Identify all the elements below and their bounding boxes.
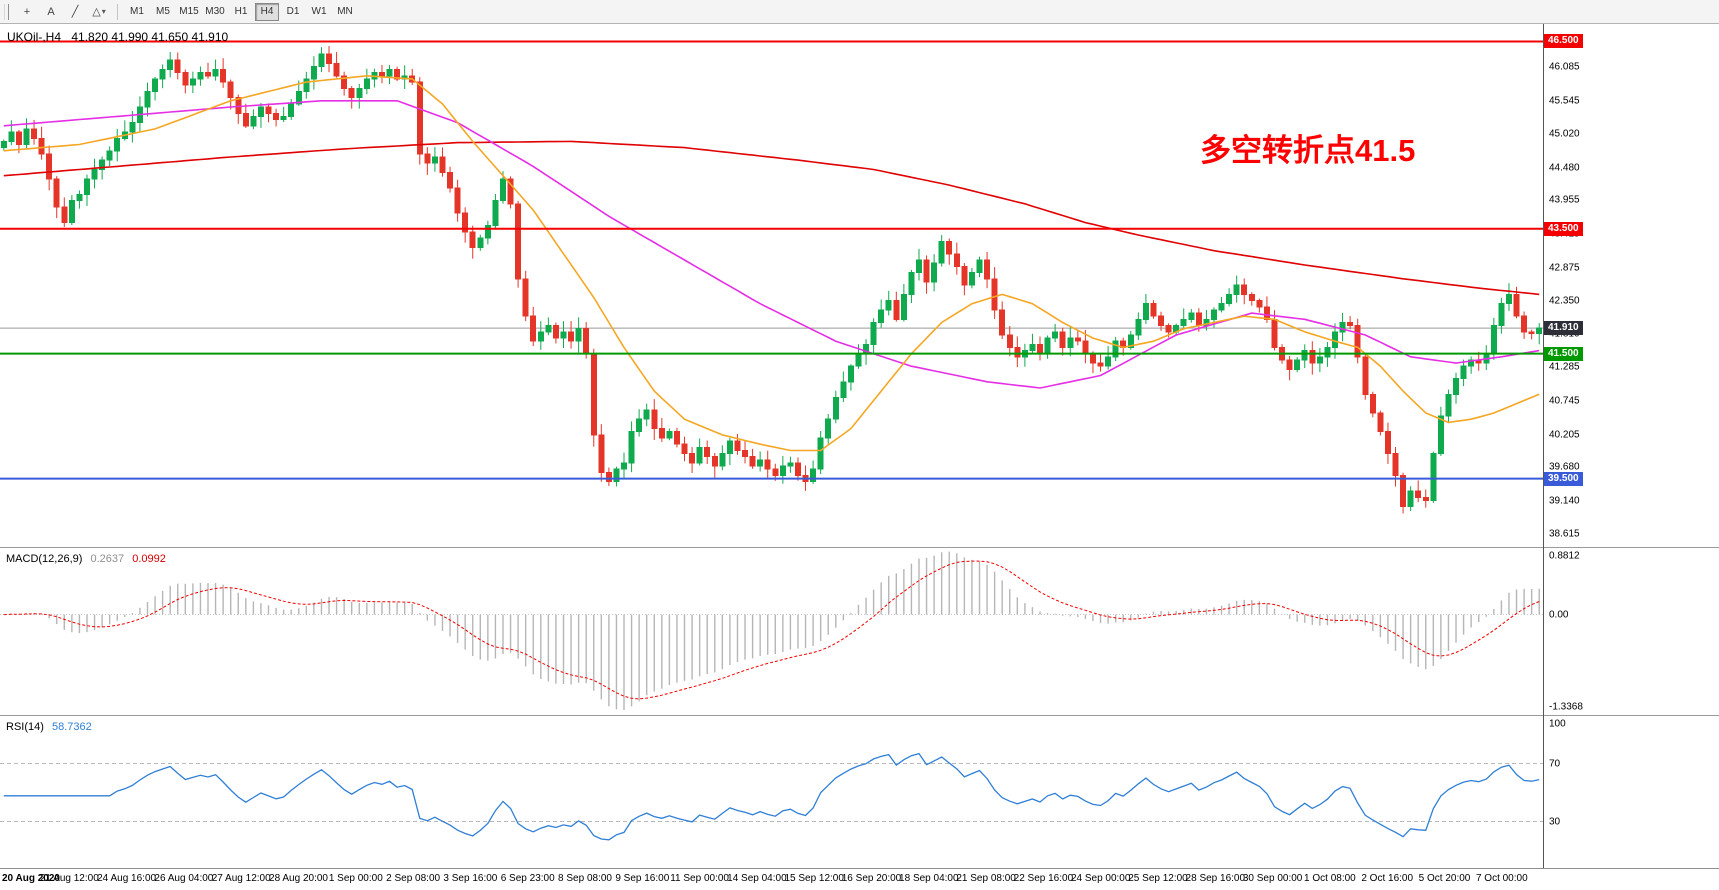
time-axis-label: 3 Sep 16:00 xyxy=(443,873,498,884)
current-price-badge: 41.910 xyxy=(1544,321,1583,336)
rsi-name: RSI(14) xyxy=(6,721,44,733)
macd-indicator-label: MACD(12,26,9) 0.2637 0.0992 xyxy=(6,553,171,565)
drawing-tools-group: + A ╱ △ ▾ xyxy=(15,2,111,21)
tool-trendline-button[interactable]: ╱ xyxy=(64,2,86,21)
price-tick: 42.875 xyxy=(1549,262,1580,274)
macd-axis-tick: 0.8812 xyxy=(1549,550,1580,562)
time-axis-label: 7 Oct 00:00 xyxy=(1475,873,1528,884)
trendline-icon: ╱ xyxy=(71,6,79,18)
time-axis-label: 24 Sep 00:00 xyxy=(1070,873,1131,884)
chart-ohlc-values: 41.820 41.990 41.650 41.910 xyxy=(71,30,229,44)
price-level-badge: 39.500 xyxy=(1544,471,1583,486)
time-axis-label: 25 Sep 12:00 xyxy=(1128,873,1188,884)
price-tick: 39.140 xyxy=(1549,495,1580,507)
time-axis-label: 18 Sep 04:00 xyxy=(899,873,959,884)
time-axis-label: 26 Aug 04:00 xyxy=(154,873,214,884)
timeframe-mn-button[interactable]: MN xyxy=(337,6,353,17)
tool-crosshair-button[interactable]: + xyxy=(16,2,38,21)
rsi-indicator-label: RSI(14) 58.7362 xyxy=(6,721,97,733)
price-tick: 46.085 xyxy=(1549,61,1580,73)
time-axis-label: 16 Sep 20:00 xyxy=(841,873,902,884)
tool-shapes-button[interactable]: △ ▾ xyxy=(88,2,110,21)
price-tick: 42.350 xyxy=(1549,295,1580,307)
time-axis-label: 14 Sep 04:00 xyxy=(727,873,787,884)
price-axis[interactable] xyxy=(1543,24,1719,868)
time-axis-label: 9 Sep 16:00 xyxy=(615,873,670,884)
price-tick: 45.545 xyxy=(1549,95,1580,107)
price-tick: 45.020 xyxy=(1549,128,1580,140)
time-axis-label: 22 Sep 16:00 xyxy=(1013,873,1074,884)
price-tick: 38.615 xyxy=(1549,528,1580,540)
timeframe-m15-button[interactable]: M15 xyxy=(179,6,199,17)
rsi-value: 58.7362 xyxy=(51,721,92,733)
price-tick: 40.745 xyxy=(1549,395,1580,407)
toolbar-grip[interactable] xyxy=(4,3,9,20)
time-axis-label: 2 Sep 08:00 xyxy=(386,873,441,884)
time-axis-label: 5 Oct 20:00 xyxy=(1418,873,1471,884)
time-axis-label: 1 Sep 00:00 xyxy=(328,873,383,884)
price-tick: 44.480 xyxy=(1549,162,1580,174)
timeframe-m1-button[interactable]: M1 xyxy=(130,6,144,17)
macd-axis-tick: -1.3368 xyxy=(1549,701,1583,713)
timeframe-m5-button[interactable]: M5 xyxy=(156,6,170,17)
price-level-badge: 41.500 xyxy=(1544,346,1583,361)
timeframe-buttons-group: M1 M5 M15 M30 H1 H4 D1 W1 MN xyxy=(124,2,358,21)
timeframe-h1-button[interactable]: H1 xyxy=(234,6,248,17)
chart-title: UKOil-,H4 41.820 41.990 41.650 41.910 xyxy=(7,30,228,44)
chart-symbol-timeframe: UKOil-,H4 xyxy=(7,30,62,44)
tool-text-label-button[interactable]: A xyxy=(40,2,62,21)
time-axis-label: 11 Sep 00:00 xyxy=(670,873,729,884)
price-tick: 43.955 xyxy=(1549,194,1580,206)
chevron-down-icon: ▾ xyxy=(101,7,106,16)
rsi-axis-tick: 70 xyxy=(1549,758,1561,769)
time-axis-label: 24 Aug 16:00 xyxy=(97,873,157,884)
timeframe-w1-button[interactable]: W1 xyxy=(311,6,327,17)
macd-name: MACD(12,26,9) xyxy=(6,553,83,565)
time-axis-label: 21 Sep 08:00 xyxy=(956,873,1016,884)
time-axis-label: 27 Aug 12:00 xyxy=(211,873,271,884)
time-axis-label: 30 Sep 00:00 xyxy=(1242,873,1303,884)
time-axis-label: 6 Sep 23:00 xyxy=(500,873,555,884)
toolbar-separator xyxy=(117,3,118,20)
macd-value-main: 0.2637 xyxy=(90,553,125,565)
price-level-badge: 46.500 xyxy=(1544,34,1583,49)
time-axis-label: 2 Oct 16:00 xyxy=(1361,873,1414,884)
top-toolbar: + A ╱ △ ▾ M1 M5 M15 M30 H1 H4 D1 W1 MN xyxy=(0,0,1719,24)
time-axis-label: 20 Aug 2020 xyxy=(2,873,60,884)
text-label-icon: A xyxy=(47,5,55,18)
price-tick: 41.285 xyxy=(1549,361,1580,373)
rsi-axis-tick: 30 xyxy=(1549,816,1561,827)
chart-annotation: 多空转折点41.5 xyxy=(1200,133,1416,168)
crosshair-icon: + xyxy=(23,5,31,18)
time-axis-label: 1 Oct 08:00 xyxy=(1304,873,1356,884)
price-level-badge: 43.500 xyxy=(1544,221,1583,236)
rsi-axis-tick: 100 xyxy=(1549,718,1566,730)
macd-axis-tick: 0.00 xyxy=(1549,609,1569,621)
price-tick: 40.205 xyxy=(1549,429,1580,441)
time-axis-label: 15 Sep 12:00 xyxy=(784,873,844,884)
timeframe-m30-button[interactable]: M30 xyxy=(205,6,225,17)
macd-value-signal: 0.0992 xyxy=(132,553,166,565)
timeframe-h4-button[interactable]: H4 xyxy=(255,2,279,21)
time-axis[interactable]: 20 Aug 2020 21 Aug 12:00 24 Aug 16:00 26 Au… xyxy=(0,868,1719,890)
time-axis-label: 21 Aug 12:00 xyxy=(39,873,99,884)
time-axis-label: 8 Sep 08:00 xyxy=(558,873,612,884)
price-tick: 39.680 xyxy=(1549,461,1580,473)
time-axis-label: 28 Aug 20:00 xyxy=(269,873,328,884)
shapes-icon: △ xyxy=(92,6,101,18)
time-axis-label: 28 Sep 16:00 xyxy=(1185,873,1246,884)
timeframe-d1-button[interactable]: D1 xyxy=(286,6,300,17)
